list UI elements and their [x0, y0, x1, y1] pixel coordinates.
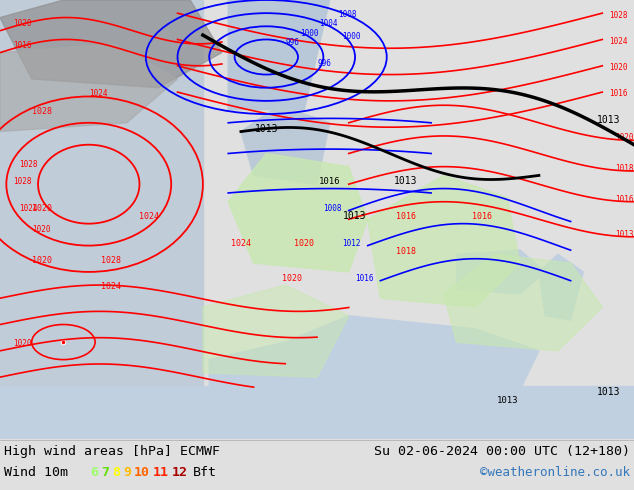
Text: 1000: 1000 [301, 28, 319, 38]
Text: 1013: 1013 [597, 387, 621, 397]
Text: 1020: 1020 [13, 340, 31, 348]
Polygon shape [228, 153, 368, 272]
Text: 1020: 1020 [281, 274, 302, 283]
Polygon shape [444, 254, 602, 351]
Polygon shape [228, 0, 330, 110]
Text: 1028: 1028 [32, 107, 52, 116]
Polygon shape [368, 175, 520, 307]
Text: 1013: 1013 [597, 115, 621, 125]
Text: 1024: 1024 [609, 37, 627, 46]
Polygon shape [241, 105, 330, 184]
Text: Bft: Bft [193, 466, 217, 479]
Text: 10: 10 [134, 466, 150, 479]
Text: 1020: 1020 [32, 203, 52, 213]
Text: 6: 6 [90, 466, 98, 479]
Text: 1016: 1016 [319, 177, 340, 186]
Text: 1016: 1016 [355, 274, 373, 283]
Polygon shape [203, 285, 349, 377]
Text: ©weatheronline.co.uk: ©weatheronline.co.uk [480, 466, 630, 479]
Text: 1016: 1016 [609, 90, 627, 98]
Text: 1024: 1024 [101, 282, 122, 292]
Text: 1028: 1028 [609, 11, 627, 20]
Text: 1024: 1024 [89, 90, 107, 98]
Text: 1016: 1016 [396, 212, 416, 221]
Text: 1013: 1013 [615, 230, 633, 239]
Text: 1013: 1013 [394, 176, 418, 186]
Text: 1028: 1028 [101, 256, 122, 265]
Text: 1020: 1020 [32, 225, 50, 234]
Text: 1028: 1028 [13, 177, 31, 186]
Text: 1013: 1013 [496, 396, 518, 405]
Text: 1028: 1028 [19, 160, 37, 169]
Text: High wind areas [hPa] ECMWF: High wind areas [hPa] ECMWF [4, 444, 220, 458]
Bar [0, 0, 203, 439]
Text: 1004: 1004 [320, 19, 338, 28]
Text: 1016: 1016 [13, 41, 31, 50]
Text: 996: 996 [285, 38, 299, 47]
Polygon shape [0, 44, 178, 132]
Text: 1020: 1020 [615, 133, 633, 142]
Text: 1013: 1013 [254, 123, 278, 134]
Polygon shape [0, 0, 222, 88]
Polygon shape [456, 250, 545, 294]
Text: Su 02-06-2024 00:00 UTC (12+180): Su 02-06-2024 00:00 UTC (12+180) [374, 444, 630, 458]
Text: 1012: 1012 [342, 239, 361, 247]
Text: Wind 10m: Wind 10m [4, 466, 68, 479]
Text: 9: 9 [123, 466, 131, 479]
Text: 1000: 1000 [342, 32, 361, 42]
Text: 1016: 1016 [472, 212, 492, 221]
Text: 1024: 1024 [139, 212, 160, 221]
Text: 1024: 1024 [19, 203, 37, 213]
Text: 1020: 1020 [609, 63, 627, 72]
Text: 7: 7 [101, 466, 109, 479]
Text: 996: 996 [317, 59, 331, 68]
Bar [0, 386, 634, 439]
Polygon shape [209, 316, 539, 416]
Polygon shape [539, 254, 583, 320]
Text: 8: 8 [112, 466, 120, 479]
Text: 1018: 1018 [615, 164, 633, 173]
Text: 1018: 1018 [396, 247, 416, 256]
Text: 1024: 1024 [231, 239, 251, 247]
Text: 1008: 1008 [339, 10, 357, 19]
Text: 1020: 1020 [294, 239, 314, 247]
Text: 12: 12 [172, 466, 188, 479]
Text: 1020: 1020 [32, 256, 52, 265]
Text: 1013: 1013 [343, 211, 367, 221]
Text: 1016: 1016 [615, 195, 633, 204]
Text: 1020: 1020 [13, 19, 31, 28]
Text: 11: 11 [153, 466, 169, 479]
Text: 1008: 1008 [323, 203, 342, 213]
